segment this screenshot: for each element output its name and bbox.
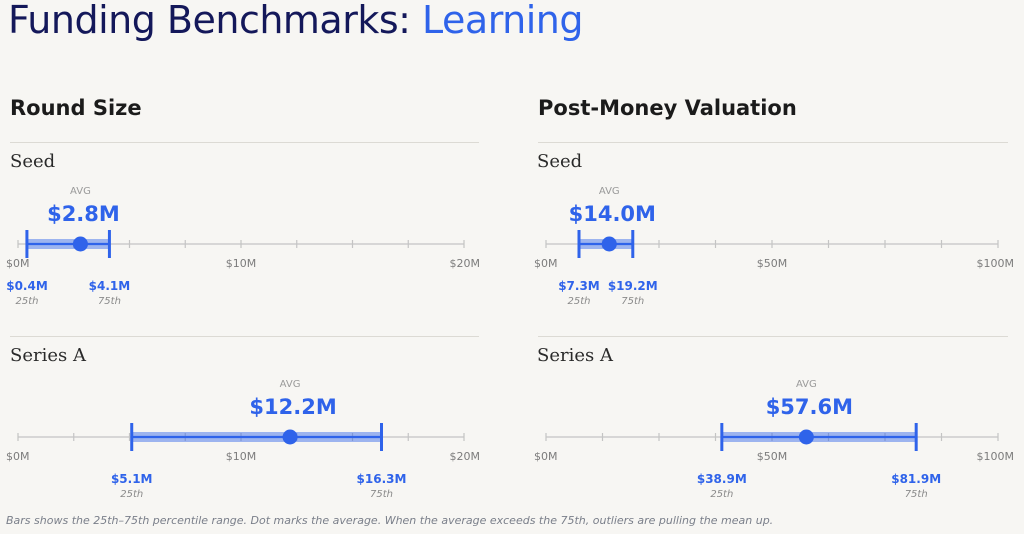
p75-value: $19.2M xyxy=(608,279,658,293)
avg-caption: AVG xyxy=(280,379,301,390)
avg-caption: AVG xyxy=(796,379,817,390)
divider-round-size-top xyxy=(10,142,479,143)
row-label-round-size-series-a: Series A xyxy=(10,345,86,366)
tick-label: $0M xyxy=(534,450,558,463)
avg-caption: AVG xyxy=(70,186,91,197)
p25-caption: 25th xyxy=(16,296,39,307)
tick-label: $20M xyxy=(450,257,481,270)
row-label-valuation-series-a: Series A xyxy=(537,345,613,366)
row-label-valuation-seed: Seed xyxy=(537,151,583,172)
p25-caption: 25th xyxy=(710,489,733,500)
row-label-round-size-seed: Seed xyxy=(10,151,56,172)
tick-label: $100M xyxy=(977,450,1015,463)
page-title: Funding Benchmarks: Learning xyxy=(8,0,584,42)
p75-value: $4.1M xyxy=(89,279,131,293)
avg-value: $2.8M xyxy=(47,202,120,226)
tick-label: $20M xyxy=(450,450,481,463)
p25-value: $0.4M xyxy=(6,279,48,293)
avg-value: $12.2M xyxy=(249,395,336,419)
p75-caption: 75th xyxy=(905,489,928,500)
avg-dot xyxy=(798,429,814,445)
p25-value: $38.9M xyxy=(697,472,747,486)
tick-label: $10M xyxy=(226,257,257,270)
p25-caption: 25th xyxy=(120,489,143,500)
tick-label: $50M xyxy=(757,257,788,270)
avg-value: $14.0M xyxy=(569,202,656,226)
avg-value: $57.6M xyxy=(766,395,853,419)
p75-value: $16.3M xyxy=(357,472,407,486)
tick-label: $0M xyxy=(6,257,30,270)
chart-valuation-series-a: $0M $50M $100M AVG $57.6M $38.9M 25th $81.9M 75t… xyxy=(534,379,1014,500)
tick-label: $0M xyxy=(534,257,558,270)
chart-round-size-series-a: $0M $10M $20M AVG $12.2M $5.1M 25th $16.3M 75th xyxy=(6,379,480,500)
p75-caption: 75th xyxy=(370,489,393,500)
tick-label: $50M xyxy=(757,450,788,463)
column-title-post-money-valuation: Post-Money Valuation xyxy=(538,96,797,120)
p75-caption: 75th xyxy=(98,296,121,307)
p25-value: $5.1M xyxy=(111,472,153,486)
avg-caption: AVG xyxy=(599,186,620,197)
tick-label: $0M xyxy=(6,450,30,463)
tick-label: $10M xyxy=(226,450,257,463)
chart-round-size-seed: $0M $10M $20M AVG $2.8M $0.4M 25th $4.1M 75th xyxy=(6,186,480,307)
chart-valuation-seed: $0M $50M $100M AVG $14.0M $7.3M 25th $19.2M 75th xyxy=(534,186,1014,307)
avg-dot xyxy=(72,236,88,252)
avg-dot xyxy=(601,236,617,252)
footnote: Bars shows the 25th–75th percentile rang… xyxy=(6,514,774,527)
page-title-accent: Learning xyxy=(422,0,584,42)
p25-caption: 25th xyxy=(568,296,591,307)
tick-label: $100M xyxy=(977,257,1015,270)
column-title-round-size: Round Size xyxy=(10,96,142,120)
p75-value: $81.9M xyxy=(891,472,941,486)
p75-caption: 75th xyxy=(621,296,644,307)
divider-valuation-top xyxy=(538,142,1008,143)
p25-value: $7.3M xyxy=(558,279,600,293)
divider-valuation-mid xyxy=(538,336,1008,337)
avg-dot xyxy=(282,429,298,445)
divider-round-size-mid xyxy=(10,336,479,337)
page-title-main: Funding Benchmarks: xyxy=(8,0,411,42)
